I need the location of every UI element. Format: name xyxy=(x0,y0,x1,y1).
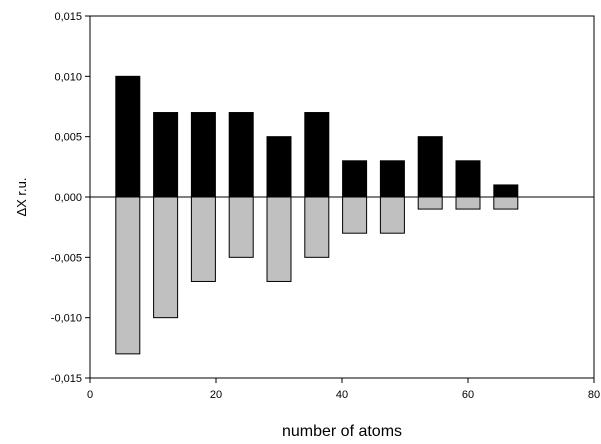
negative-bar xyxy=(228,196,254,258)
negative-bar xyxy=(190,196,216,282)
x-tick-label: 0 xyxy=(87,389,93,401)
x-axis: 0 20 40 60 80 xyxy=(87,378,600,401)
positive-bar xyxy=(379,160,405,198)
negative-bar xyxy=(455,196,481,210)
positive-bar xyxy=(455,160,481,198)
positive-bar xyxy=(304,112,330,198)
negative-bar xyxy=(493,196,519,210)
negative-bar xyxy=(379,196,405,234)
x-tick-label: 80 xyxy=(588,389,600,401)
x-axis-title: number of atoms xyxy=(282,423,402,440)
y-tick-label: -0,015 xyxy=(51,373,82,385)
positive-bar xyxy=(342,160,368,198)
negative-bar xyxy=(417,196,443,210)
y-tick-label: 0,015 xyxy=(54,11,82,23)
positive-bar xyxy=(493,184,519,198)
positive-bar xyxy=(153,112,179,198)
positive-bar xyxy=(190,112,216,198)
y-tick-label: 0,010 xyxy=(54,71,82,83)
negative-bar xyxy=(342,196,368,234)
positive-bar xyxy=(228,112,254,198)
x-tick-label: 40 xyxy=(336,389,348,401)
x-tick-label: 60 xyxy=(462,389,474,401)
bars xyxy=(115,75,519,355)
positive-bar xyxy=(266,136,292,198)
positive-bar xyxy=(417,136,443,198)
negative-bar xyxy=(304,196,330,258)
negative-bar xyxy=(153,196,179,319)
x-tick-label: 20 xyxy=(210,389,222,401)
y-tick-label: 0,005 xyxy=(54,132,82,144)
y-tick-label: -0,010 xyxy=(51,313,82,325)
y-tick-label: -0,005 xyxy=(51,252,82,264)
negative-bar xyxy=(266,196,292,282)
y-axis-title: ΔX r.u. xyxy=(14,177,29,216)
positive-bar xyxy=(115,75,141,198)
y-tick-label: 0,000 xyxy=(54,192,82,204)
negative-bar xyxy=(115,196,141,355)
y-axis: 0,015 0,010 0,005 0,000 -0,005 -0,010 -0,015 xyxy=(51,11,90,385)
